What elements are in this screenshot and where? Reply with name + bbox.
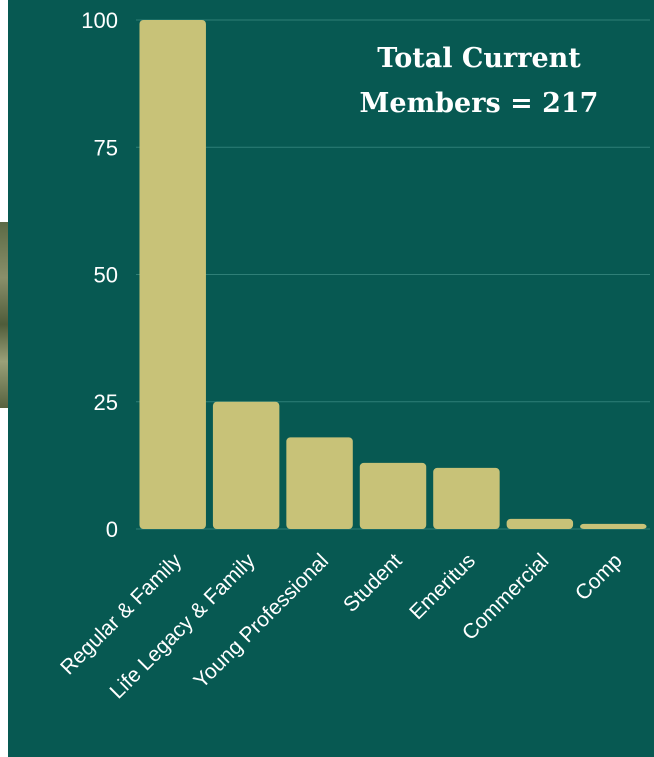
bar xyxy=(580,523,647,529)
y-tick-label: 100 xyxy=(81,8,118,33)
bar xyxy=(212,401,280,529)
y-axis-ticks: 0 25 50 75 100 xyxy=(81,8,118,542)
bar xyxy=(433,467,500,529)
y-tick-label: 25 xyxy=(94,390,118,415)
bar xyxy=(286,437,353,529)
x-tick-label: Student xyxy=(339,549,407,617)
bar xyxy=(506,518,574,529)
x-tick-label: Emeritus xyxy=(405,549,480,624)
total-members-annotation-line2: Members = 217 xyxy=(360,88,599,119)
bar xyxy=(139,20,206,529)
x-tick-label: Young Professional xyxy=(189,549,333,693)
x-tick-label: Comp xyxy=(571,549,627,605)
bar xyxy=(359,462,427,529)
chart-panel xyxy=(8,0,654,757)
total-members-annotation-line1: Total Current xyxy=(377,43,581,74)
x-tick-label: Life Legacy & Family xyxy=(106,549,260,703)
x-tick-label: Regular & Family xyxy=(56,549,186,679)
y-tick-label: 50 xyxy=(94,263,118,288)
y-tick-label: 75 xyxy=(94,135,118,160)
bars xyxy=(139,20,647,529)
y-tick-label: 0 xyxy=(106,517,118,542)
